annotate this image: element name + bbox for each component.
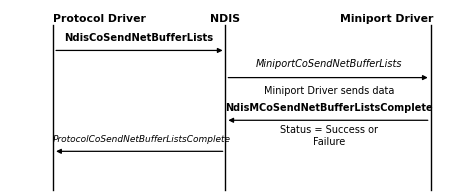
Text: Protocol Driver: Protocol Driver [53, 14, 146, 24]
Text: NdisCoSendNetBufferLists: NdisCoSendNetBufferLists [64, 33, 213, 43]
Text: MiniportCoSendNetBufferLists: MiniportCoSendNetBufferLists [256, 59, 402, 69]
Text: ProtocolCoSendNetBufferListsComplete: ProtocolCoSendNetBufferListsComplete [53, 135, 231, 144]
Text: NDIS: NDIS [211, 14, 240, 24]
Text: Miniport Driver: Miniport Driver [339, 14, 433, 24]
Text: Status = Success or
Failure: Status = Success or Failure [280, 125, 378, 147]
Text: NdisMCoSendNetBufferListsComplete: NdisMCoSendNetBufferListsComplete [225, 102, 433, 113]
Text: Miniport Driver sends data: Miniport Driver sends data [263, 86, 394, 96]
